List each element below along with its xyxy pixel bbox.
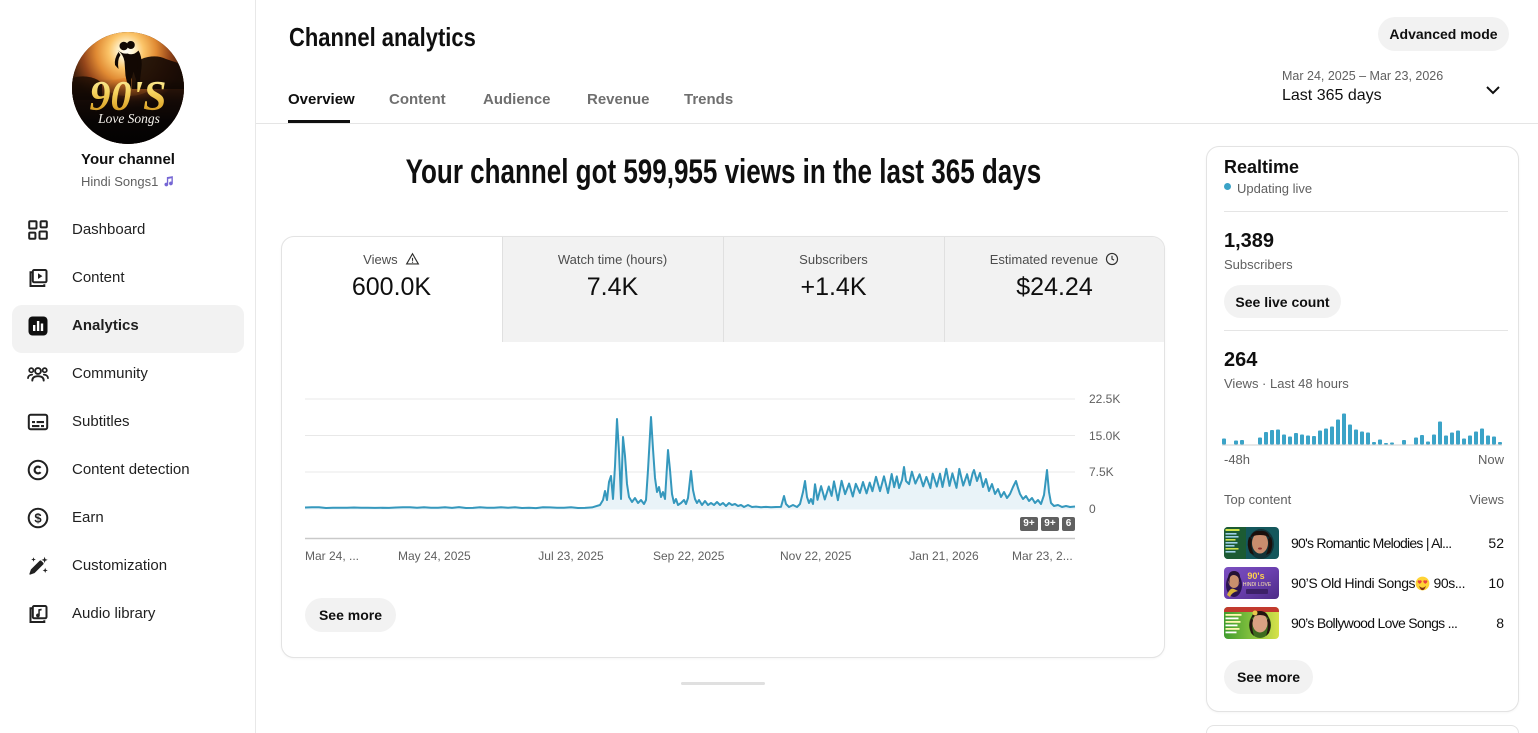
svg-text:90's: 90's: [1247, 571, 1264, 581]
svg-text:90'S: 90'S: [89, 74, 166, 120]
svg-text:$: $: [34, 511, 42, 526]
svg-text:HINDI LOVE: HINDI LOVE: [1243, 582, 1272, 588]
svg-text:Love Songs: Love Songs: [97, 111, 160, 126]
